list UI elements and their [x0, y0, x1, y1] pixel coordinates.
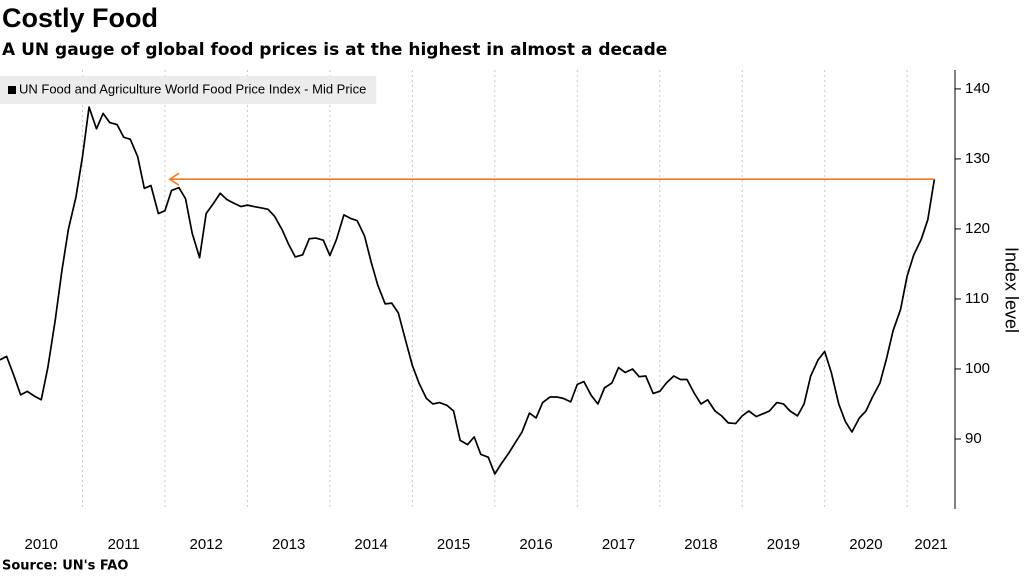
x-tick-label: 2016 — [519, 536, 552, 553]
legend-label: UN Food and Agriculture World Food Price… — [19, 81, 366, 96]
legend-swatch — [8, 86, 16, 94]
y-axis-label: Index level — [1001, 247, 1021, 333]
x-tick-label: 2013 — [272, 536, 305, 553]
chart-subtitle: A UN gauge of global food prices is at t… — [2, 40, 667, 60]
legend-background — [0, 76, 377, 104]
x-tick-label: 2020 — [849, 536, 882, 553]
chart-title: Costly Food — [2, 3, 158, 33]
x-tick-label: 2018 — [684, 536, 717, 553]
x-tick-label: 2015 — [437, 536, 470, 553]
y-tick-label: 120 — [965, 220, 990, 237]
x-tick-label: 2010 — [25, 536, 58, 553]
y-tick-label: 130 — [965, 150, 990, 167]
x-tick-label: 2012 — [189, 536, 222, 553]
x-tick-label: 2011 — [108, 536, 140, 553]
y-tick-label: 140 — [965, 80, 990, 97]
x-tick-label: 2014 — [354, 536, 387, 553]
x-tick-label: 2021 — [914, 536, 947, 553]
legend: UN Food and Agriculture World Food Price… — [0, 76, 377, 104]
source: Source: UN's FAO — [2, 559, 128, 574]
y-tick-label: 100 — [965, 360, 990, 377]
y-tick-label: 90 — [965, 430, 982, 447]
arrow-head — [168, 172, 180, 186]
x-tick-label: 2017 — [602, 536, 635, 553]
x-tick-label: 2019 — [767, 536, 800, 553]
y-tick-label: 110 — [965, 290, 989, 307]
data-line — [0, 106, 936, 475]
